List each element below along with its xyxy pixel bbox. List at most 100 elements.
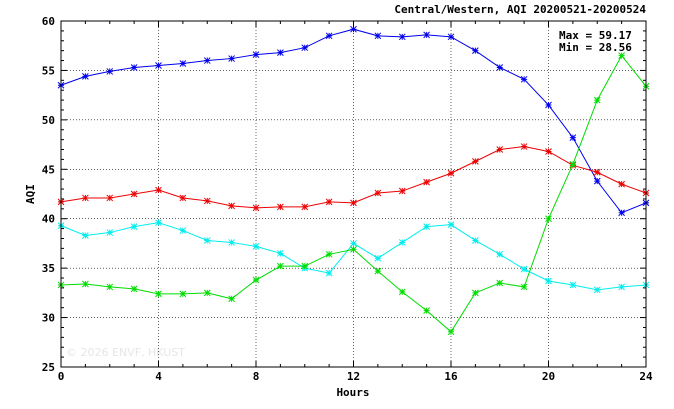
data-point bbox=[472, 158, 479, 165]
data-point bbox=[374, 267, 382, 275]
axis-ticks: 25 30 35 40 45 50 55 60 0 4 8 12 16 20 24 bbox=[42, 15, 653, 383]
data-point bbox=[545, 215, 552, 223]
data-point bbox=[301, 203, 309, 211]
data-point bbox=[496, 64, 504, 71]
y-tick-label: 55 bbox=[42, 64, 55, 77]
y-tick-label: 25 bbox=[42, 361, 55, 374]
data-point bbox=[398, 187, 406, 195]
x-tick-label: 20 bbox=[542, 370, 555, 383]
data-point bbox=[106, 229, 114, 236]
data-point bbox=[277, 262, 284, 270]
data-point bbox=[277, 49, 284, 56]
data-point bbox=[423, 223, 430, 230]
watermark: © 2026 ENVF, HKUST bbox=[66, 346, 185, 359]
data-point bbox=[472, 237, 479, 244]
data-point bbox=[374, 32, 382, 40]
data-point bbox=[350, 25, 357, 33]
series-3 bbox=[57, 219, 650, 294]
data-point bbox=[545, 277, 552, 285]
data-point bbox=[179, 227, 187, 234]
x-tick-label: 4 bbox=[155, 370, 162, 383]
data-point bbox=[82, 280, 89, 288]
data-point bbox=[569, 134, 577, 142]
data-point bbox=[325, 198, 333, 206]
data-point bbox=[374, 254, 382, 262]
data-point bbox=[130, 223, 138, 230]
data-point bbox=[82, 194, 89, 202]
data-point bbox=[423, 307, 430, 315]
data-point bbox=[447, 33, 455, 41]
min-annotation: Min = 28.56 bbox=[559, 41, 632, 54]
data-point bbox=[130, 285, 138, 293]
data-point bbox=[325, 269, 333, 277]
chart-title: Central/Western, AQI 20200521-20200524 bbox=[394, 3, 646, 16]
data-point bbox=[593, 286, 601, 294]
y-tick-label: 40 bbox=[42, 213, 55, 226]
data-point bbox=[82, 73, 89, 80]
data-point bbox=[472, 289, 479, 297]
data-point bbox=[252, 204, 260, 212]
data-point bbox=[228, 202, 235, 210]
data-point bbox=[155, 62, 162, 69]
data-point bbox=[350, 240, 357, 247]
data-point bbox=[447, 328, 455, 336]
x-tick-label: 24 bbox=[639, 370, 653, 383]
y-tick-label: 45 bbox=[42, 163, 55, 176]
data-point bbox=[277, 249, 284, 257]
data-point bbox=[252, 276, 260, 284]
data-point bbox=[545, 148, 552, 155]
x-tick-label: 0 bbox=[58, 370, 65, 383]
data-point bbox=[618, 180, 625, 188]
data-point bbox=[398, 33, 406, 41]
data-point bbox=[325, 250, 333, 258]
data-point bbox=[593, 177, 601, 185]
data-point bbox=[545, 101, 552, 109]
series-line bbox=[60, 54, 647, 333]
data-point bbox=[618, 209, 625, 217]
data-point bbox=[228, 55, 235, 62]
data-point bbox=[496, 146, 504, 153]
data-point bbox=[155, 290, 162, 298]
data-point bbox=[130, 64, 138, 71]
max-annotation: Max = 59.17 bbox=[559, 29, 632, 42]
data-point bbox=[155, 186, 162, 194]
data-point bbox=[593, 96, 601, 104]
data-point bbox=[496, 279, 504, 287]
x-axis-title: Hours bbox=[336, 386, 369, 399]
data-point bbox=[593, 168, 601, 176]
data-point bbox=[447, 221, 455, 228]
data-point bbox=[520, 265, 528, 273]
data-point bbox=[228, 239, 235, 246]
data-point bbox=[228, 295, 235, 303]
data-point bbox=[520, 75, 528, 83]
data-point bbox=[203, 289, 211, 297]
data-point bbox=[179, 290, 187, 298]
data-point bbox=[496, 250, 504, 258]
data-point bbox=[618, 283, 625, 291]
data-point bbox=[350, 246, 357, 253]
data-point bbox=[569, 160, 577, 168]
series-4 bbox=[57, 52, 650, 336]
data-point bbox=[301, 262, 309, 270]
data-point bbox=[423, 31, 430, 39]
data-point bbox=[155, 219, 162, 227]
data-point bbox=[520, 283, 528, 291]
data-point bbox=[618, 52, 625, 59]
x-tick-label: 12 bbox=[347, 370, 360, 383]
data-point bbox=[277, 203, 284, 211]
data-point bbox=[179, 60, 187, 67]
data-point bbox=[447, 169, 455, 177]
data-point bbox=[301, 44, 309, 52]
y-tick-label: 60 bbox=[42, 15, 55, 28]
y-axis-title: AQI bbox=[24, 184, 37, 204]
data-point bbox=[106, 194, 114, 202]
data-point bbox=[252, 243, 260, 250]
x-tick-label: 16 bbox=[444, 370, 458, 383]
y-tick-label: 35 bbox=[42, 262, 55, 275]
series-group bbox=[57, 25, 650, 336]
data-point bbox=[374, 189, 382, 197]
gridlines bbox=[61, 21, 646, 367]
data-point bbox=[106, 283, 114, 291]
data-point bbox=[203, 197, 211, 205]
